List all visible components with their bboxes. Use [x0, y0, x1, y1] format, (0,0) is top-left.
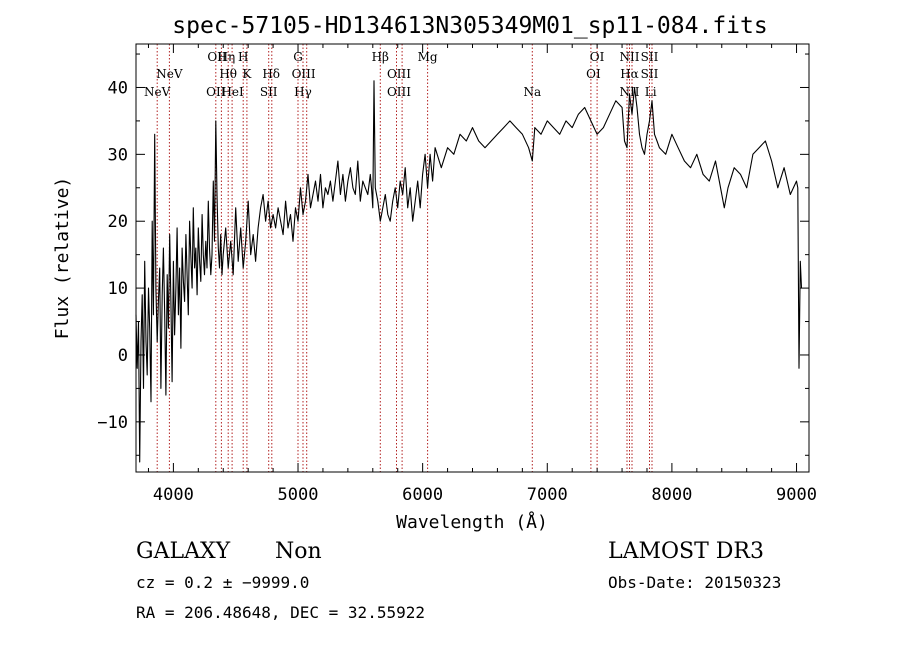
x-axis-ticks: 4000 5000 6000 7000 8000 9000 — [147, 44, 817, 505]
spectral-line-label: SII — [260, 85, 278, 99]
spectrum-line — [135, 80, 803, 463]
x-tick-label: 6000 — [402, 485, 443, 505]
x-axis-label: Wavelength (Å) — [396, 511, 548, 533]
x-tick-label: 4000 — [153, 485, 194, 505]
coordinates-text: RA = 206.48648, DEC = 32.55922 — [136, 603, 425, 622]
spectral-line-label: G — [293, 50, 303, 64]
chart-title: spec-57105-HD134613N305349M01_sp11-084.f… — [172, 13, 767, 39]
spectral-line-label: OIII — [292, 67, 316, 81]
spectral-line-label: NeV — [156, 67, 183, 81]
spectral-line-label: OIII — [387, 85, 411, 99]
x-tick-label: 7000 — [527, 485, 568, 505]
survey-label: LAMOST DR3 — [608, 539, 764, 564]
spectral-line-label: Hβ — [372, 50, 389, 64]
y-tick-label: −10 — [97, 413, 128, 433]
y-tick-label: 20 — [108, 212, 128, 232]
spectral-line-label: Hα — [620, 67, 639, 81]
obs-date-text: Obs-Date: 20150323 — [608, 573, 782, 592]
y-tick-label: 0 — [118, 346, 128, 366]
spectral-line-label: Hγ — [294, 85, 312, 99]
y-axis-ticks: −10 0 10 20 30 40 — [97, 53, 809, 456]
spectral-lines — [156, 44, 653, 472]
classification-label: GALAXY — [136, 539, 231, 564]
spectral-line-label: Hθ — [219, 67, 237, 81]
spectral-line-label: OII — [207, 50, 227, 64]
spectral-line-label: Mg — [418, 50, 438, 64]
spectrum-series — [135, 80, 803, 463]
spectral-line-label: K — [242, 67, 252, 81]
spectral-line-label: OIII — [387, 67, 411, 81]
spectral-line-label: HeI — [221, 85, 244, 99]
spectral-line-label: SII — [641, 67, 659, 81]
x-tick-label: 8000 — [651, 485, 692, 505]
spectral-line-label: NII — [620, 50, 640, 64]
spectral-line-label: SII — [641, 50, 659, 64]
plot-frame — [135, 43, 810, 473]
y-axis-label: Flux (relative) — [52, 177, 73, 340]
spectral-line-label: Hη — [218, 50, 236, 64]
spectral-line-label: Na — [523, 85, 541, 99]
spectral-line-label: OI — [586, 67, 601, 81]
y-tick-label: 40 — [108, 78, 128, 98]
x-tick-label: 9000 — [776, 485, 817, 505]
subclass-label: Non — [275, 539, 322, 564]
y-tick-label: 30 — [108, 145, 128, 165]
spectral-line-label: OII — [206, 85, 226, 99]
y-tick-label: 10 — [108, 279, 128, 299]
spectral-line-label: NeV — [144, 85, 171, 99]
spectral-line-label: Li — [645, 85, 657, 99]
spectral-line-label: OI — [590, 50, 605, 64]
x-tick-label: 5000 — [278, 485, 319, 505]
spectral-line-label: Hδ — [262, 67, 280, 81]
spectral-line-label: H — [238, 50, 248, 64]
redshift-text: cz = 0.2 ± −9999.0 — [136, 573, 310, 592]
